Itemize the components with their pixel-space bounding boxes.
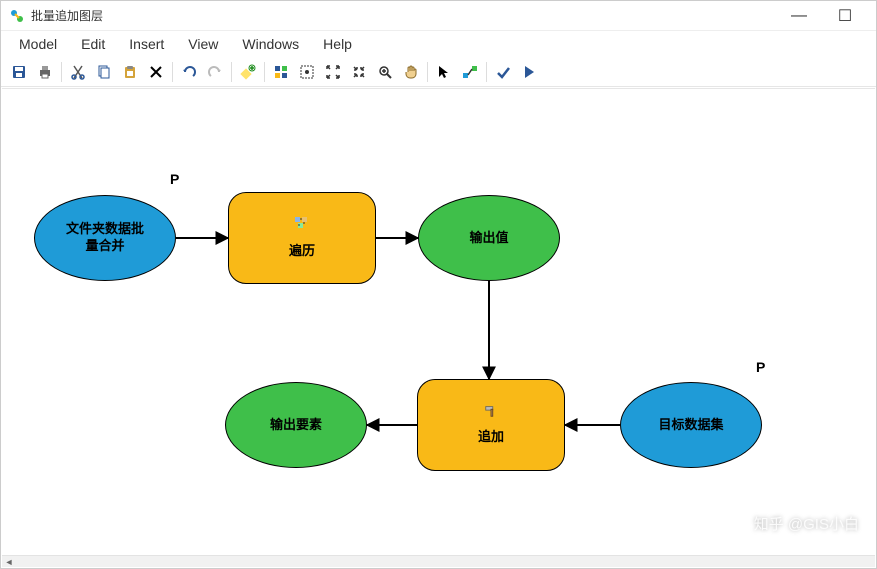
print-icon[interactable]	[33, 60, 57, 84]
menubar: Model Edit Insert View Windows Help	[1, 31, 876, 57]
node-label: 目标数据集	[658, 417, 723, 434]
model-node-n4[interactable]: 追加	[417, 379, 565, 471]
parameter-marker: P	[170, 171, 179, 187]
zoom-in-icon[interactable]	[373, 60, 397, 84]
model-node-n6[interactable]: 目标数据集	[620, 382, 762, 468]
window-title: 批量追加图层	[31, 7, 776, 24]
arrows-layer	[2, 89, 875, 554]
hammer-icon	[484, 404, 498, 429]
run-icon[interactable]	[517, 60, 541, 84]
full-extent-icon[interactable]	[295, 60, 319, 84]
undo-icon[interactable]	[177, 60, 201, 84]
toolbar-separator	[427, 62, 428, 82]
node-label: 追加	[478, 429, 504, 446]
toolbar	[1, 57, 876, 87]
watermark: 知乎 @GIS小白	[754, 513, 859, 534]
menu-help[interactable]: Help	[313, 34, 362, 54]
parameter-marker: P	[756, 359, 765, 375]
toolbar-separator	[486, 62, 487, 82]
connect-icon[interactable]	[458, 60, 482, 84]
menu-edit[interactable]: Edit	[71, 34, 115, 54]
toolbar-separator	[172, 62, 173, 82]
copy-icon[interactable]	[92, 60, 116, 84]
model-canvas[interactable]: 文件夹数据批量合并 P 遍历 输出值追加 输出要素 目标数据集 P 知乎 @GIS小白	[2, 88, 875, 554]
iterator-icon	[294, 216, 310, 243]
redo-icon[interactable]	[203, 60, 227, 84]
model-node-n3[interactable]: 输出值	[418, 195, 560, 281]
delete-icon[interactable]	[144, 60, 168, 84]
titlebar: 批量追加图层 — ☐	[1, 1, 876, 31]
save-icon[interactable]	[7, 60, 31, 84]
menu-view[interactable]: View	[178, 34, 228, 54]
validate-icon[interactable]	[491, 60, 515, 84]
cut-icon[interactable]	[66, 60, 90, 84]
toolbar-separator	[264, 62, 265, 82]
pan-icon[interactable]	[399, 60, 423, 84]
menu-model[interactable]: Model	[9, 34, 67, 54]
auto-layout-icon[interactable]	[269, 60, 293, 84]
add-data-icon[interactable]	[236, 60, 260, 84]
zoom-in-fixed-icon[interactable]	[321, 60, 345, 84]
node-label: 输出值	[469, 230, 508, 247]
select-icon[interactable]	[432, 60, 456, 84]
node-label: 遍历	[289, 243, 315, 260]
toolbar-separator	[231, 62, 232, 82]
menu-insert[interactable]: Insert	[119, 34, 174, 54]
node-label: 输出要素	[270, 417, 322, 434]
node-label: 文件夹数据批量合并	[66, 221, 144, 255]
model-node-n5[interactable]: 输出要素	[225, 382, 367, 468]
scroll-left-icon[interactable]: ◄	[2, 556, 16, 568]
horizontal-scrollbar[interactable]: ◄	[2, 555, 875, 567]
app-icon	[9, 8, 25, 24]
minimize-button[interactable]: —	[776, 2, 822, 30]
toolbar-separator	[61, 62, 62, 82]
paste-icon[interactable]	[118, 60, 142, 84]
maximize-button[interactable]: ☐	[822, 2, 868, 30]
zoom-out-fixed-icon[interactable]	[347, 60, 371, 84]
model-node-n1[interactable]: 文件夹数据批量合并	[34, 195, 176, 281]
model-node-n2[interactable]: 遍历	[228, 192, 376, 284]
menu-windows[interactable]: Windows	[232, 34, 309, 54]
